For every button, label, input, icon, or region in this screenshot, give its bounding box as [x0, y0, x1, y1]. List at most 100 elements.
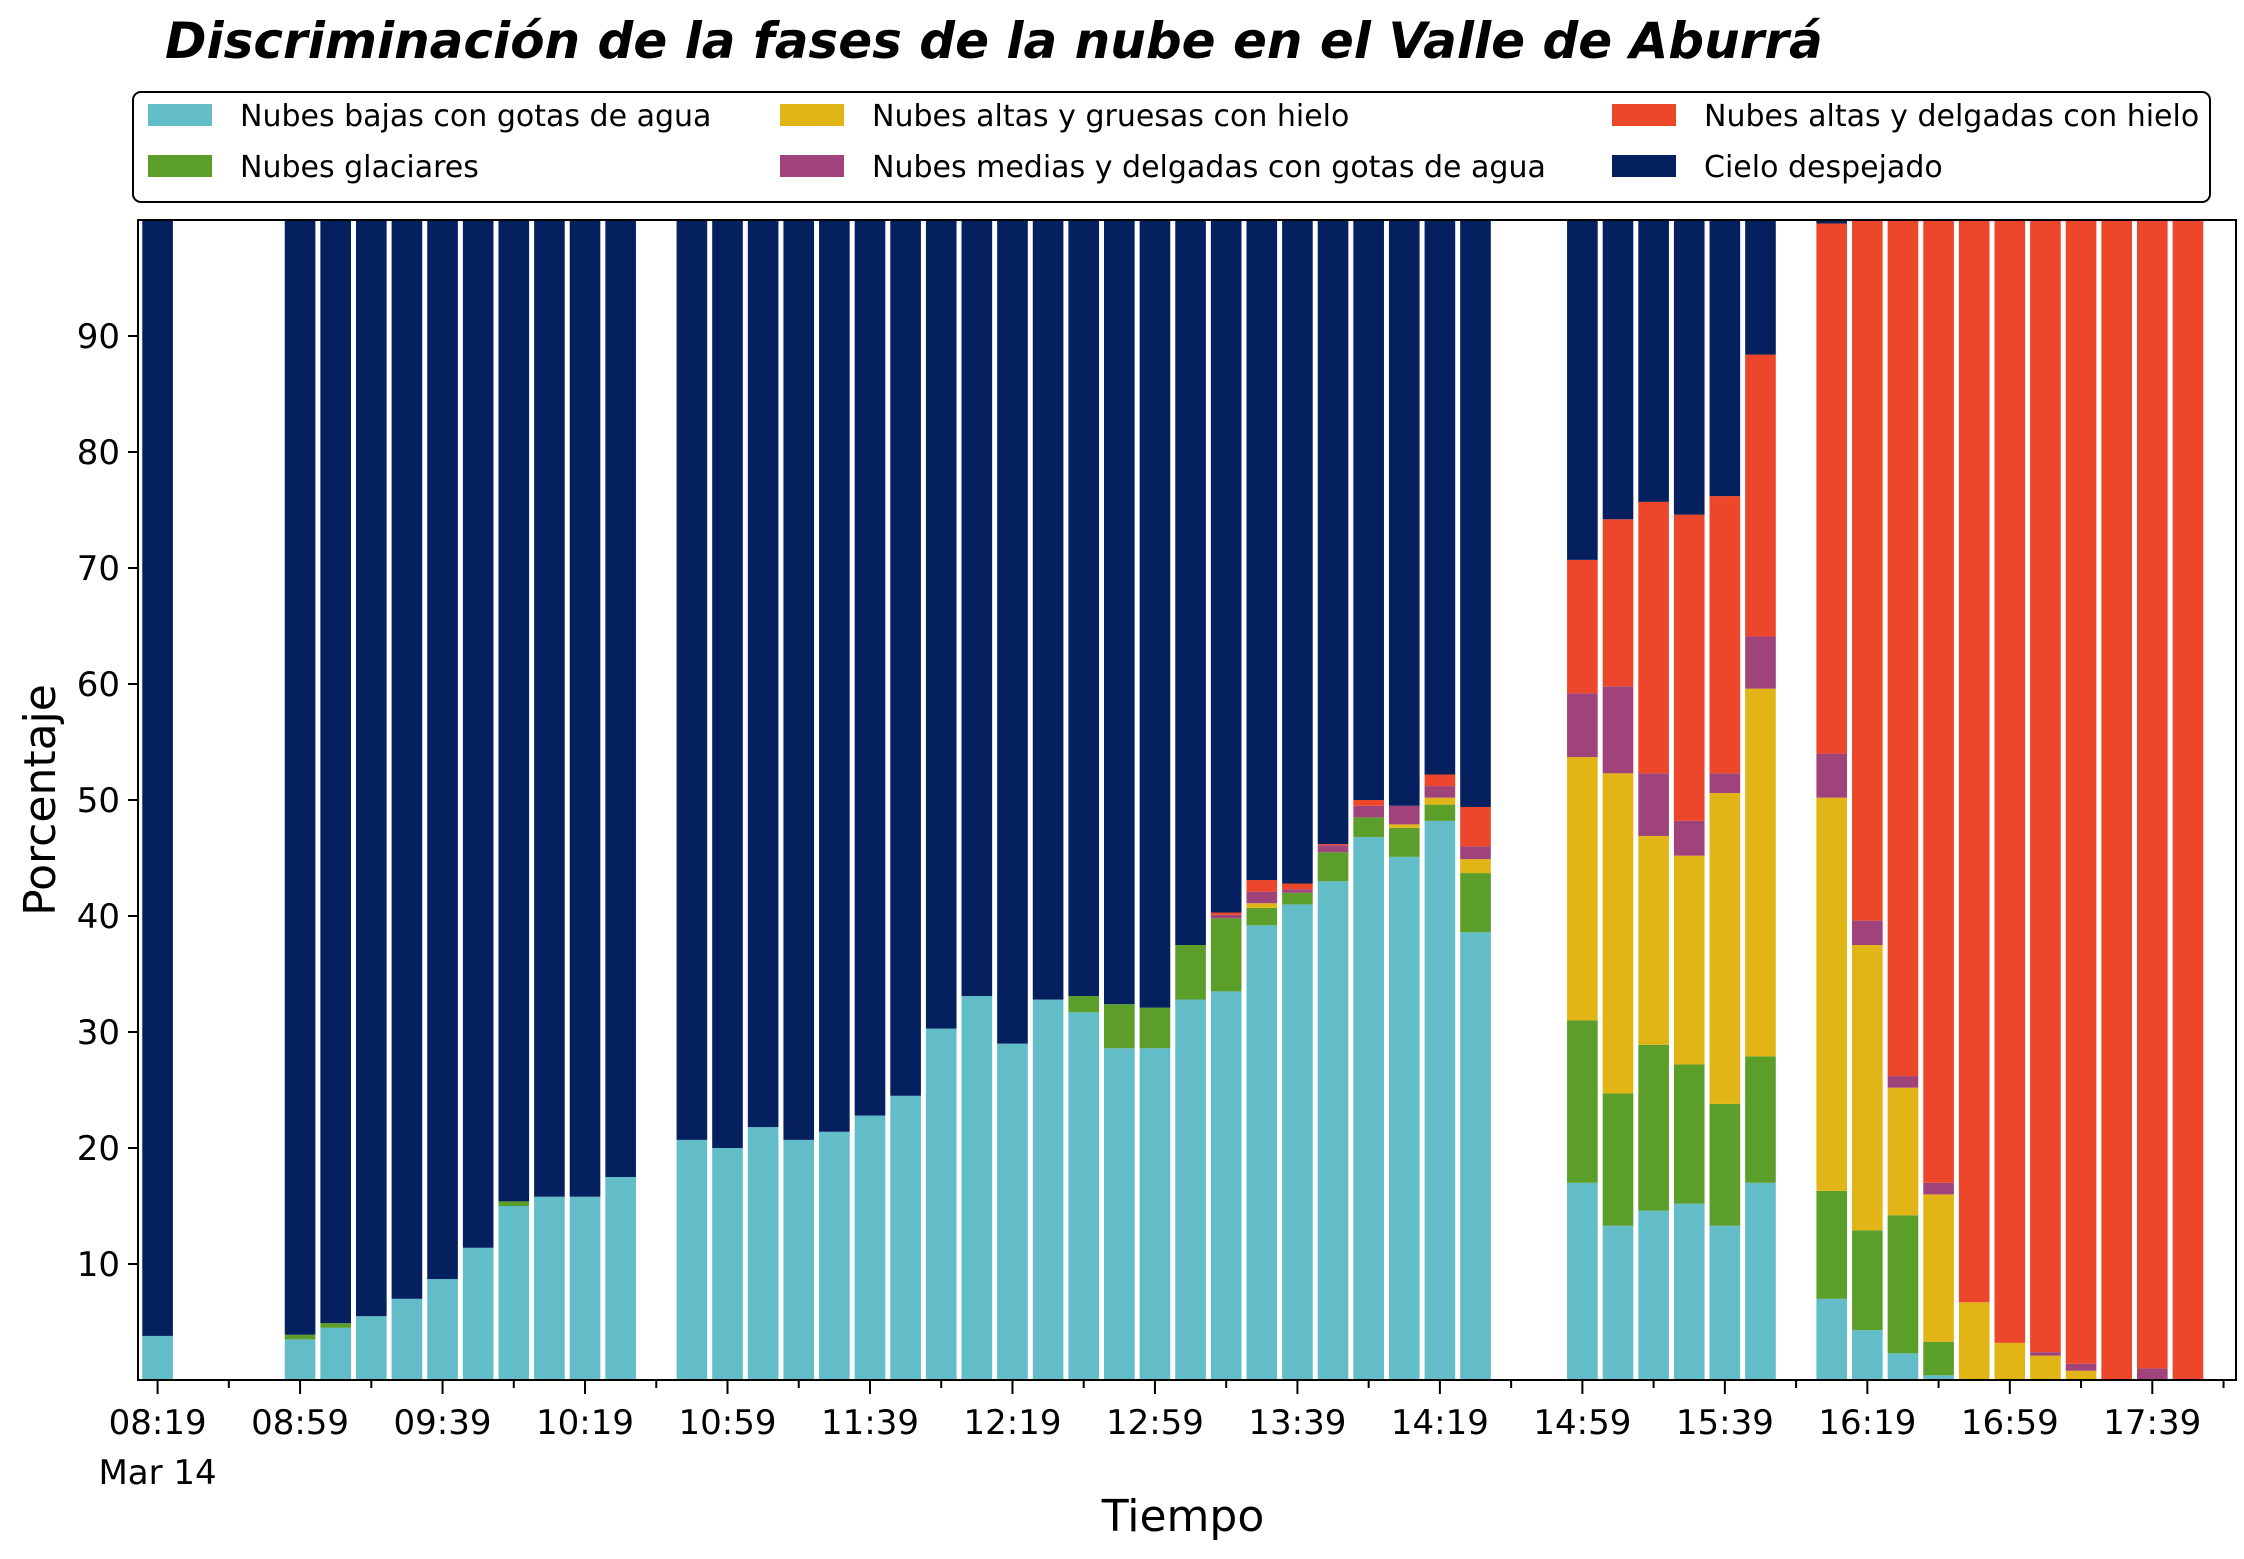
bar-segment [925, 220, 957, 1029]
bar-segment [1994, 220, 2026, 1343]
bar-segment [1638, 835, 1669, 1045]
bar-segment [1602, 1225, 1634, 1380]
bar-segment [1602, 1093, 1634, 1226]
bar-segment [1460, 846, 1491, 860]
bar-segment [1246, 220, 1278, 881]
bar-segment [890, 1095, 921, 1380]
bar-segment [1104, 1004, 1135, 1049]
bar-segment [747, 1127, 779, 1380]
bars [142, 220, 2204, 1380]
x-tick-label: 15:39 [1676, 1403, 1774, 1443]
bar-segment [1745, 220, 1776, 355]
legend-swatch [1612, 104, 1676, 126]
bar-segment [605, 220, 636, 1177]
y-tick-label: 20 [77, 1129, 120, 1169]
bar-segment [2030, 220, 2061, 1353]
bar-segment [320, 1323, 351, 1328]
bar-segment [1175, 999, 1206, 1380]
x-axis-label: Tiempo [1101, 1491, 1265, 1542]
bar-segment [427, 220, 458, 1280]
bar-segment [1139, 220, 1171, 1008]
bar-segment [2065, 1363, 2097, 1371]
bar-segment [2136, 220, 2168, 1369]
bar-segment [1852, 920, 1883, 945]
legend-swatch [780, 155, 844, 177]
y-axis-label: Porcentaje [15, 684, 66, 916]
y-tick-label: 80 [77, 433, 120, 473]
bar-segment [1638, 501, 1669, 774]
bar-segment [1210, 220, 1242, 913]
bar-segment [498, 1201, 530, 1206]
bar-segment [534, 1196, 565, 1380]
bar-segment [1745, 636, 1776, 689]
x-tick-label: 17:39 [2103, 1403, 2201, 1443]
chart-title: Discriminación de la fases de la nube en… [165, 12, 1823, 70]
bar-segment [1852, 1330, 1883, 1380]
y-tick-label: 50 [77, 781, 120, 821]
bar-segment [605, 1177, 636, 1380]
bar-segment [1139, 1048, 1171, 1380]
x-tick-label: 10:59 [679, 1403, 777, 1443]
bar-segment [1068, 220, 1100, 997]
bar-segment [1816, 753, 1848, 798]
bar-segment [1104, 220, 1135, 1005]
bar-segment [1282, 892, 1313, 905]
bar-segment [1175, 220, 1206, 945]
bar-segment [1353, 837, 1384, 1380]
bar-segment [1424, 820, 1456, 1380]
bar-segment [1353, 220, 1384, 800]
y-tick-label: 60 [77, 665, 120, 705]
bar-segment [462, 220, 494, 1248]
bar-segment [1032, 220, 1064, 1000]
bar-segment [569, 220, 601, 1197]
bar-segment [1852, 945, 1883, 1231]
bar-segment [1638, 1044, 1669, 1211]
x-tick-label: 16:59 [1961, 1403, 2059, 1443]
bar-segment [2136, 1368, 2168, 1380]
bar-segment [1673, 514, 1705, 821]
bar-segment [747, 220, 779, 1128]
bar-segment [1460, 220, 1491, 807]
legend-swatch [1612, 155, 1676, 177]
bar-segment [1424, 804, 1456, 821]
bar-segment [1388, 856, 1420, 1380]
bar-segment [1246, 880, 1278, 892]
bar-segment [355, 1316, 387, 1380]
bar-segment [1745, 354, 1776, 637]
bar-segment [925, 1028, 957, 1380]
bar-segment [1068, 996, 1100, 1013]
bar-segment [1673, 855, 1705, 1065]
bar-segment [1887, 1215, 1919, 1354]
bar-segment [1852, 220, 1883, 921]
bar-segment [498, 1206, 530, 1380]
bar-segment [1567, 1020, 1598, 1183]
bar-segment [1816, 1190, 1848, 1299]
legend-label: Nubes glaciares [240, 150, 479, 185]
bar-segment [1567, 559, 1598, 694]
legend-swatch [148, 155, 212, 177]
bar-segment [997, 1043, 1028, 1380]
bar-segment [1424, 786, 1456, 798]
x-tick-label: 10:19 [536, 1403, 634, 1443]
y-tick-label: 30 [77, 1013, 120, 1053]
bar-segment [1388, 805, 1420, 825]
bar-segment [783, 220, 815, 1140]
bar-segment [2030, 1355, 2061, 1380]
bar-segment [1460, 859, 1491, 874]
bar-segment [1567, 1182, 1598, 1380]
bar-segment [1068, 1012, 1100, 1380]
bar-segment [1317, 852, 1349, 882]
bar-segment [1923, 1341, 1954, 1376]
bar-segment [2065, 220, 2097, 1364]
bar-segment [284, 1339, 316, 1380]
bar-segment [890, 220, 921, 1096]
legend-label: Nubes medias y delgadas con gotas de agu… [872, 150, 1546, 185]
bar-segment [712, 1148, 743, 1380]
x-tick-label: 12:59 [1106, 1403, 1204, 1443]
bar-segment [1282, 220, 1313, 884]
bar-segment [1282, 883, 1313, 890]
bar-segment [712, 220, 743, 1148]
bar-segment [1353, 800, 1384, 806]
bar-segment [1388, 220, 1420, 806]
bar-segment [1317, 844, 1349, 846]
